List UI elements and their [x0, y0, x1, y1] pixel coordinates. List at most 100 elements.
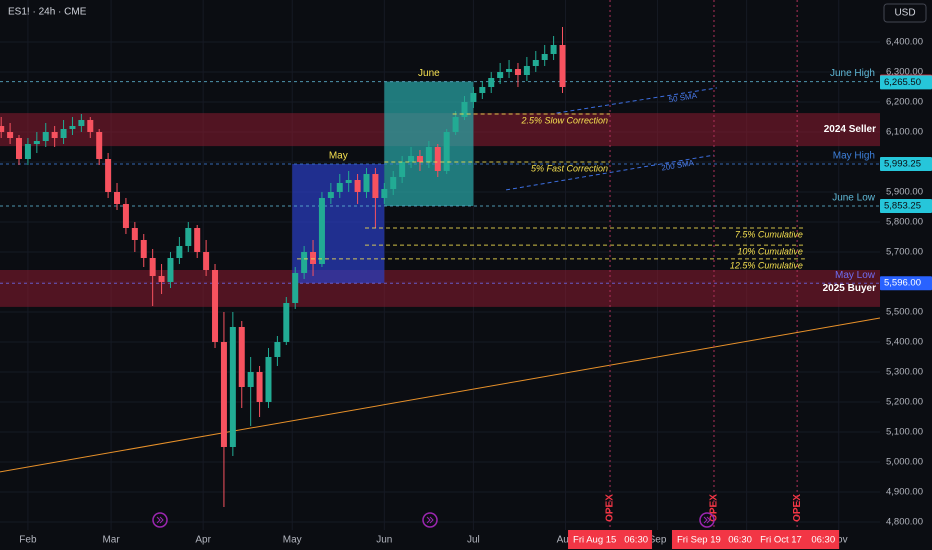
candle-body	[283, 302, 290, 342]
zone-label: 2024 Seller	[824, 124, 876, 135]
candle-body	[497, 71, 504, 78]
candle-body	[514, 68, 521, 75]
candle-body	[532, 59, 539, 66]
x-tick-label: Sep	[649, 535, 667, 546]
event-icon[interactable]	[152, 512, 168, 528]
x-tick-label: Apr	[195, 535, 211, 546]
zone-label: 2025 Buyer	[823, 283, 876, 294]
candle-body	[7, 131, 14, 138]
event-label: OPEX	[792, 494, 803, 522]
x-tick-label: Aug	[557, 535, 575, 546]
candle-body	[33, 140, 40, 144]
candle-body	[363, 173, 370, 192]
candle-body	[354, 179, 361, 192]
candle-body	[452, 116, 459, 132]
candle-body	[390, 176, 397, 189]
candle-body	[220, 341, 227, 447]
candle-body	[488, 77, 495, 87]
x-tick-label: Jun	[376, 535, 392, 546]
x-tick-label: Mar	[102, 535, 120, 546]
event-icon[interactable]	[699, 512, 715, 528]
candle-body	[274, 341, 281, 357]
plot-area: May June June High May High June Low May Low 2…	[0, 0, 881, 530]
trendline	[0, 317, 881, 473]
y-tick-label: 5,400.00	[886, 337, 923, 348]
correction-label: 12.5% Cumulative	[730, 260, 803, 270]
event-icon-glyph	[703, 516, 711, 524]
box-label: May	[329, 151, 348, 162]
time-axis-bg	[0, 530, 880, 550]
currency[interactable]: USD	[894, 8, 915, 19]
level-label: May Low	[835, 270, 876, 281]
candle-body	[345, 179, 352, 183]
event-icon[interactable]	[422, 512, 438, 528]
event-time: 06:30	[728, 535, 752, 546]
candle-body	[479, 86, 486, 93]
sma-label: 50 SMA	[668, 91, 698, 104]
candle-body	[229, 326, 236, 447]
symbol-title: ES1! · 24h · CME	[8, 7, 87, 18]
candle-body	[559, 44, 566, 87]
candle-body	[185, 227, 192, 246]
currency-button[interactable]	[883, 3, 927, 23]
sma-line	[556, 87, 718, 114]
candle-body	[247, 371, 254, 387]
event-time: 06:30	[811, 535, 835, 546]
price-tag	[880, 276, 932, 291]
candle-body	[523, 65, 530, 75]
candle-body	[0, 125, 5, 132]
sma-line	[505, 154, 715, 191]
candle-body	[140, 239, 147, 258]
candle-body	[122, 203, 129, 228]
candle-body	[399, 161, 406, 177]
candle-body	[16, 137, 23, 159]
correction-label: 7.5% Cumulative	[735, 229, 803, 239]
y-tick-label: 6,300.00	[886, 67, 923, 78]
candle-body	[434, 146, 441, 171]
y-tick-label: 6,400.00	[886, 37, 923, 48]
event-date-box	[755, 530, 840, 549]
y-tick-label: 6,100.00	[886, 127, 923, 138]
x-tick-label: Jul	[467, 535, 480, 546]
price-tag-label: 6,265.50	[884, 77, 921, 88]
candle-body	[158, 275, 165, 282]
event-icons	[152, 512, 715, 528]
correction-label: 10% Cumulative	[737, 246, 803, 256]
y-tick-label: 5,900.00	[886, 187, 923, 198]
price-axis-bg	[880, 0, 932, 550]
event-date-box	[568, 530, 653, 549]
candle-body	[318, 197, 325, 264]
candle-body	[194, 227, 201, 252]
candle-body	[256, 371, 263, 402]
level-label: June Low	[832, 193, 876, 204]
candle-body	[167, 257, 174, 282]
event-date: Fri Sep 19	[677, 535, 721, 546]
candle-body	[265, 356, 272, 402]
y-tick-label: 5,000.00	[886, 457, 923, 468]
candle-body	[212, 269, 219, 342]
candle-body	[443, 131, 450, 171]
event-icon-glyph	[156, 516, 164, 524]
candle-body	[541, 53, 548, 60]
level-label: May High	[833, 151, 875, 162]
price-tag	[880, 157, 932, 172]
price-tag-label: 5,993.25	[884, 159, 921, 170]
candle-body	[470, 92, 477, 102]
event-label: OPEX	[709, 494, 720, 522]
candle-body	[51, 131, 58, 138]
event-date: Fri Oct 17	[760, 535, 802, 546]
x-tick-label: Feb	[19, 535, 37, 546]
candle-body	[131, 227, 138, 240]
candle-body	[114, 191, 121, 204]
candle-body	[425, 146, 432, 162]
event-date: Fri Aug 15	[573, 535, 616, 546]
candle-body	[461, 101, 468, 117]
candle-body	[42, 131, 49, 141]
candle-body	[149, 257, 156, 276]
candle-body	[408, 155, 415, 162]
y-tick-label: 5,700.00	[886, 247, 923, 258]
candle-body	[60, 128, 67, 138]
candle-body	[69, 125, 76, 129]
price-tag	[880, 75, 932, 90]
